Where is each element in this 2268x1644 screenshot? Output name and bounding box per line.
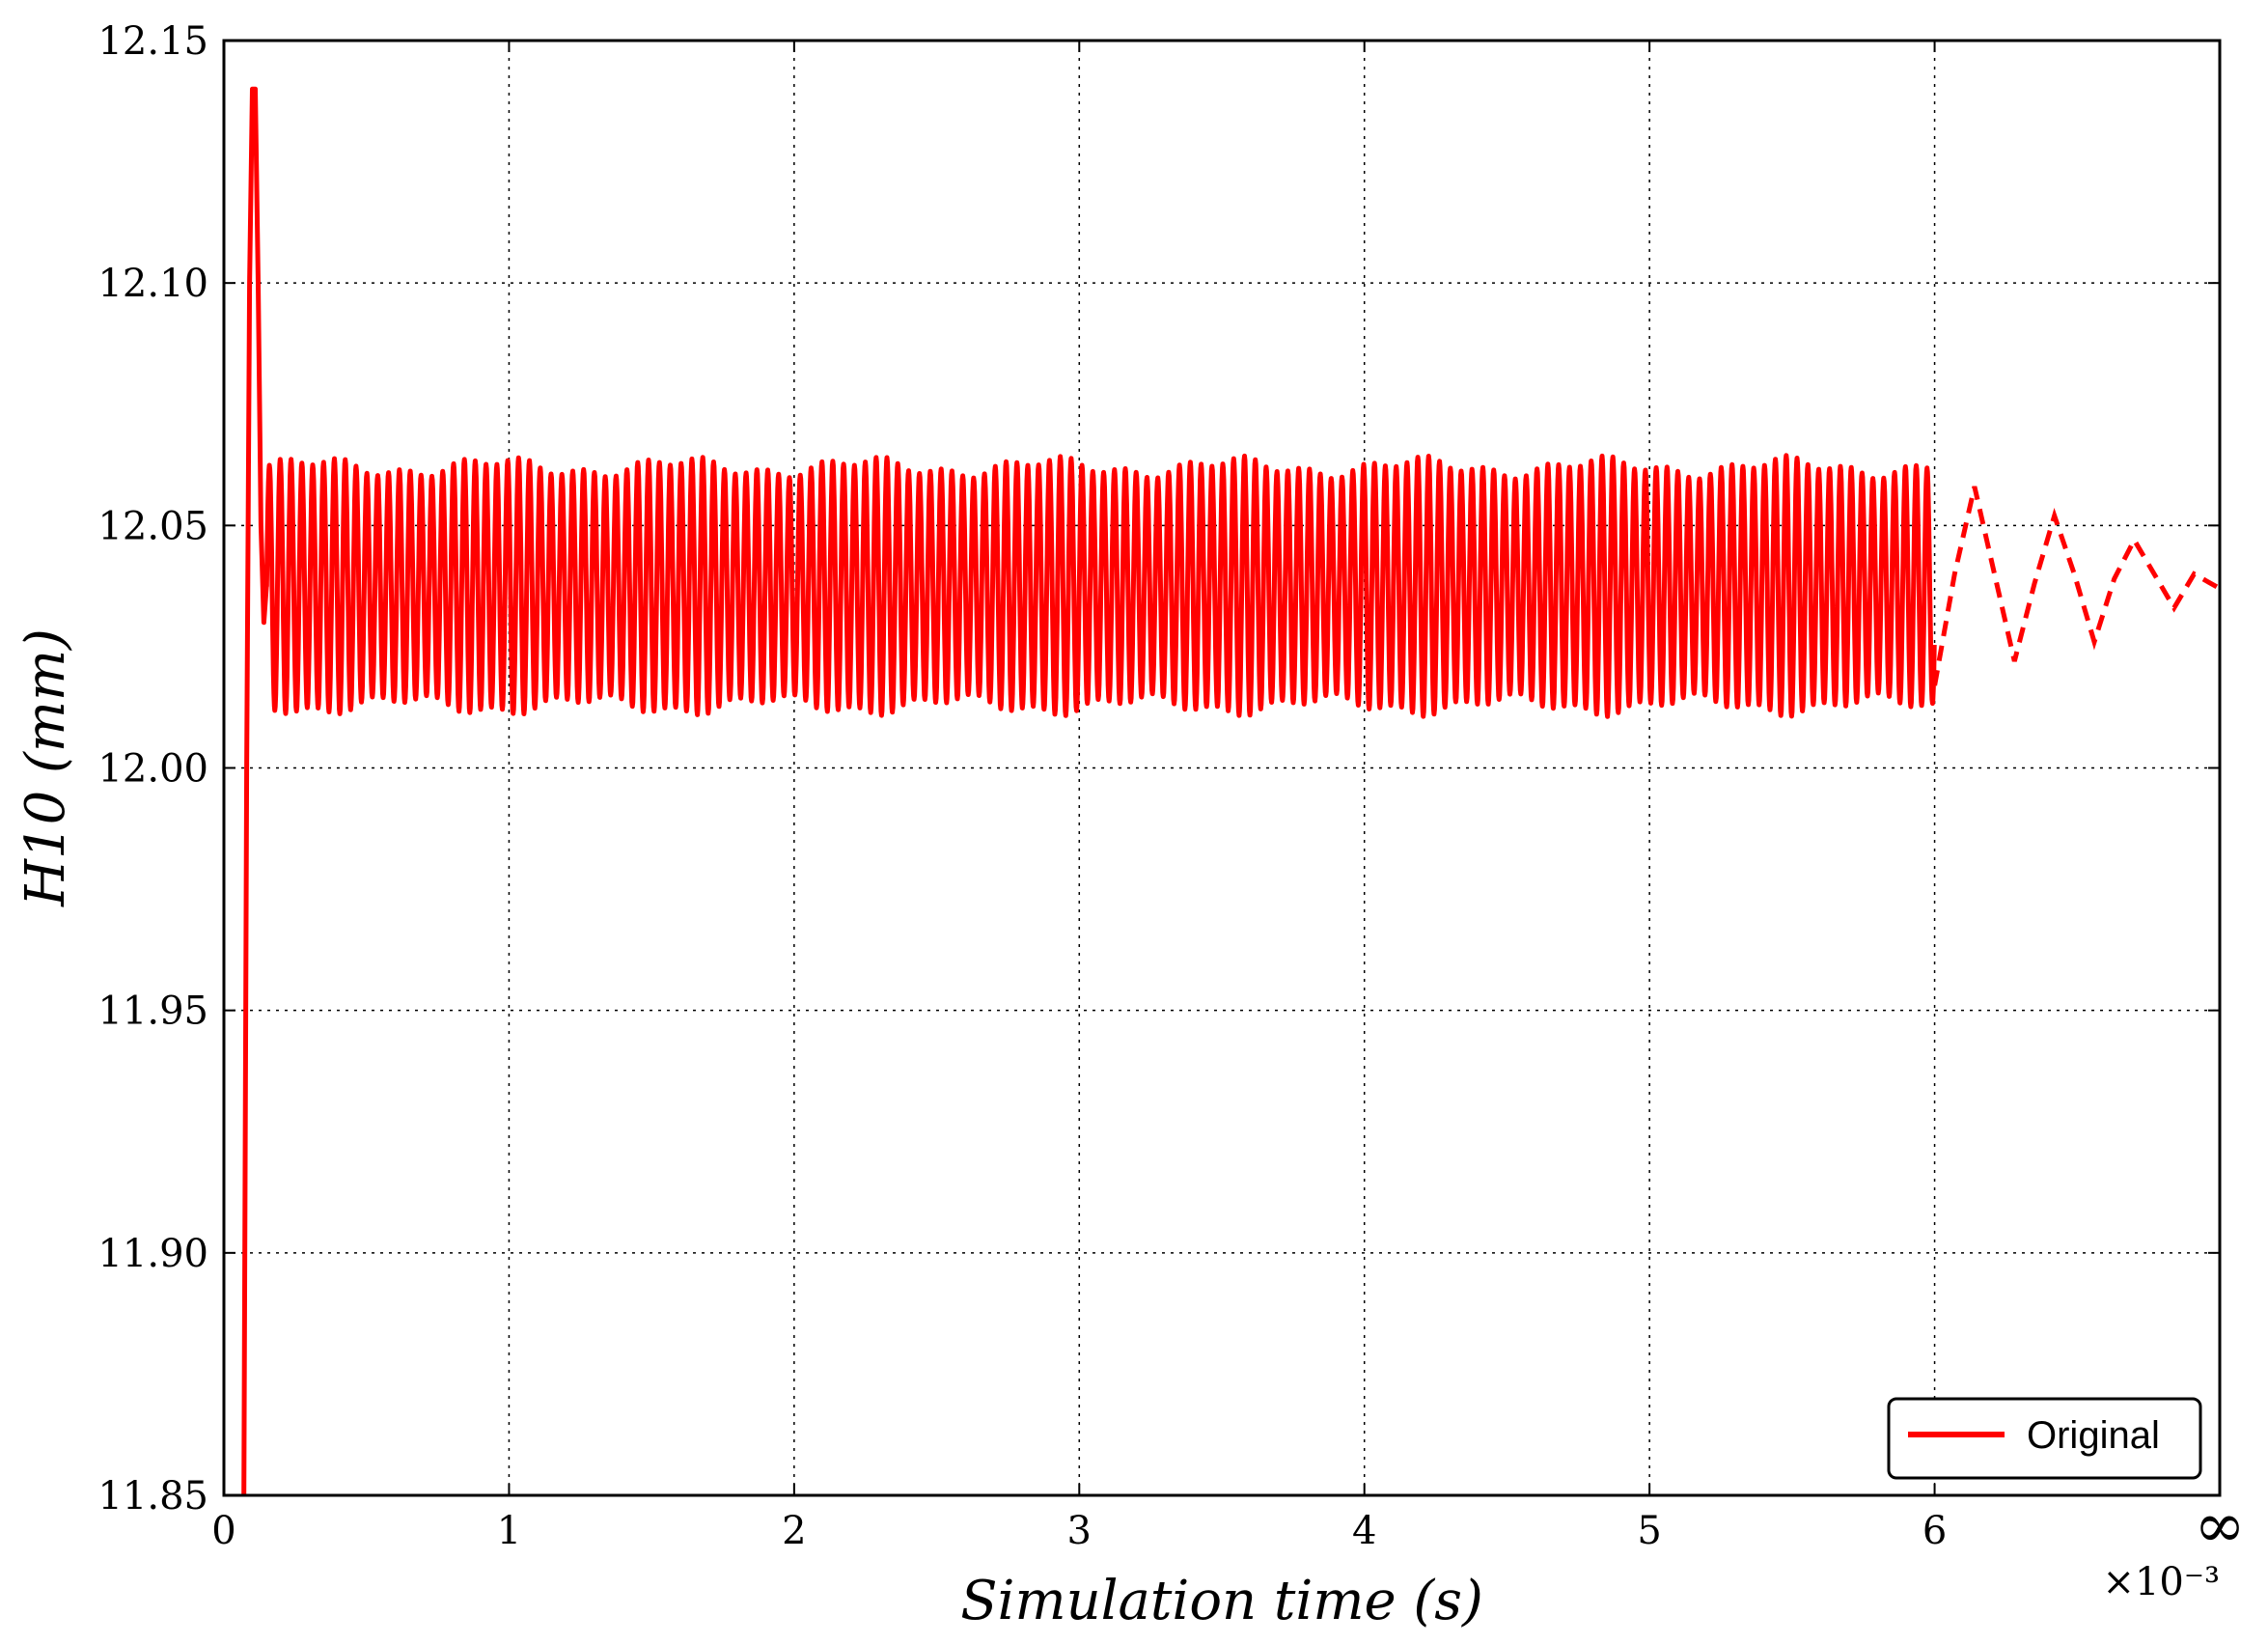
grid [224, 41, 2220, 1495]
y-tick-label: 12.05 [97, 504, 208, 548]
x-tick-label: 3 [1067, 1509, 1092, 1553]
x-tick-label: 1 [497, 1509, 521, 1553]
legend-label: Original [2027, 1414, 2160, 1457]
series-original-line [241, 86, 1937, 1496]
y-tick-label: 11.90 [97, 1232, 208, 1276]
x-tick-label: 6 [1922, 1509, 1947, 1553]
legend-box [1887, 1397, 2202, 1480]
x-tick-label: 0 [211, 1509, 235, 1553]
y-tick-label: 12.15 [97, 19, 208, 64]
y-tick-label: 12.10 [97, 262, 208, 306]
x-axis-infinity-label: ∞ [2194, 1491, 2245, 1562]
x-tick-label: 4 [1352, 1509, 1376, 1553]
series-layer [241, 86, 2222, 1496]
x-axis-title: Simulation time (s) [960, 1570, 1483, 1632]
legend: Original [1887, 1397, 2202, 1480]
y-axis-title: H10 (mm) [14, 628, 77, 907]
y-tick-label: 11.85 [97, 1474, 208, 1519]
y-tick-label: 11.95 [97, 989, 208, 1034]
series-extrapolation-dashed-line [1932, 486, 2222, 686]
x-tick-label: 2 [782, 1509, 806, 1553]
x-axis-multiplier: ×10⁻³ [2102, 1560, 2220, 1604]
y-tick-label: 12.00 [97, 747, 208, 792]
axis-ticks: 0 1 2 3 4 5 6 11.85 11.90 11.95 12.00 12.05 12.10 12.… [97, 19, 2220, 1553]
x-tick-label: 5 [1637, 1509, 1661, 1553]
